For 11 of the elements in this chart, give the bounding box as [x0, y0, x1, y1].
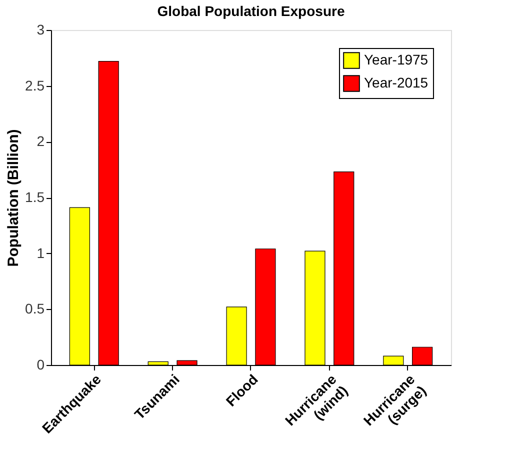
y-tick-label: 0 — [36, 356, 45, 372]
y-tick-label: 1.5 — [25, 189, 45, 205]
y-tick-label: 2.5 — [25, 77, 45, 94]
y-tick-label: 3 — [36, 22, 45, 38]
y-tick-label: 2 — [36, 133, 45, 150]
legend-label: Year-1975 — [364, 52, 428, 68]
legend-label: Year-2015 — [364, 74, 428, 90]
y-tick-label: 1 — [36, 244, 45, 261]
y-tick-label: 0.5 — [25, 300, 45, 317]
y-axis-title: Population (Billion) — [5, 129, 22, 267]
chart-title: Global Population Exposure — [157, 3, 345, 19]
